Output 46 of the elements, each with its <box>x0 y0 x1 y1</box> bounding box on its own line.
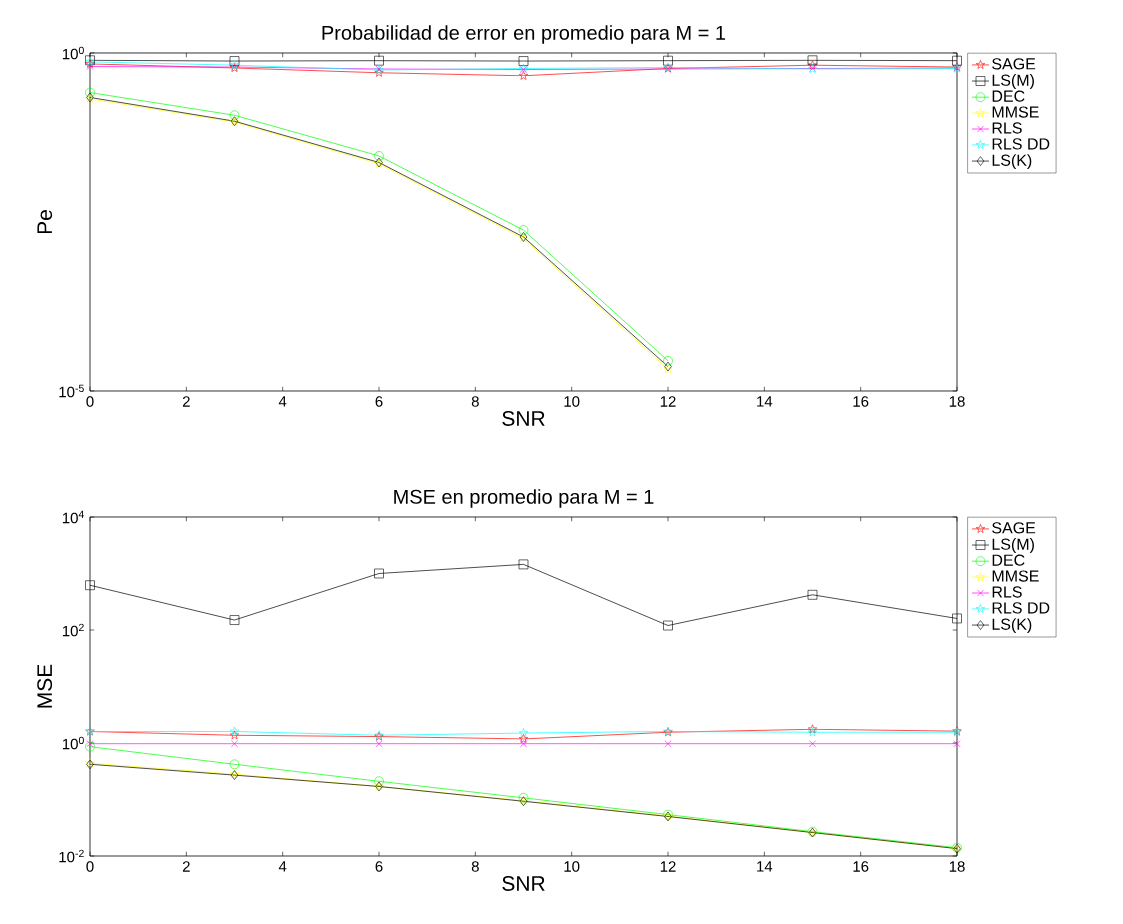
x-tick-label: 0 <box>86 861 94 872</box>
y-tick-label: 10$^{2}$ <box>62 623 84 637</box>
x-tick-label: 12 <box>660 396 676 407</box>
legend-label: SAGE <box>992 58 1036 70</box>
x-tick-label: 6 <box>375 396 383 407</box>
legend-label: RLS <box>992 122 1022 134</box>
chart-title: Probabilidad de error en promedio para M = 1 <box>322 25 726 44</box>
x-tick-label: 4 <box>278 396 287 407</box>
x-tick-label: 10 <box>564 396 580 407</box>
chart-title: MSE en promedio para M = 1 <box>394 489 654 508</box>
y-tick-label: 10$^{-5}$ <box>59 384 84 398</box>
x-tick-label: 4 <box>278 861 287 872</box>
legend-label: RLS DD <box>992 138 1050 150</box>
y-axis-title: Pe <box>37 210 53 234</box>
legend-label: DEC <box>992 90 1025 102</box>
x-tick-label: 14 <box>757 861 773 872</box>
legend-label: RLS DD <box>992 602 1050 614</box>
y-axis-title: MSE <box>37 664 53 708</box>
x-tick-label: 18 <box>949 861 965 872</box>
x-axis-title: SNR <box>502 876 545 891</box>
legend-label: LS(K) <box>992 154 1032 170</box>
x-tick-label: 18 <box>949 396 965 407</box>
x-tick-label: 2 <box>182 861 190 872</box>
y-tick-label: 10$^{0}$ <box>62 736 84 750</box>
x-tick-label: 14 <box>757 396 773 407</box>
legend-label: LS(M) <box>992 74 1034 90</box>
x-tick-label: 8 <box>471 396 479 407</box>
legend-label: LS(K) <box>992 618 1032 634</box>
legend-label: RLS <box>992 586 1022 598</box>
x-tick-label: 6 <box>375 861 383 872</box>
x-tick-label: 10 <box>564 861 580 872</box>
legend-label: LS(M) <box>992 538 1034 554</box>
x-tick-label: 16 <box>853 861 869 872</box>
legend-label: SAGE <box>992 522 1036 534</box>
legend-label: DEC <box>992 554 1025 566</box>
x-tick-label: 16 <box>853 396 869 407</box>
x-tick-label: 8 <box>471 861 479 872</box>
legend-label: MMSE <box>992 106 1039 118</box>
x-axis-title: SNR <box>502 411 545 426</box>
x-tick-label: 12 <box>660 861 676 872</box>
x-tick-label: 2 <box>182 396 190 407</box>
y-tick-label: 10$^{-2}$ <box>59 849 84 863</box>
legend-label: MMSE <box>992 570 1039 582</box>
y-tick-label: 10$^{0}$ <box>62 46 84 60</box>
x-tick-label: 0 <box>86 396 94 407</box>
y-tick-label: 10$^{4}$ <box>62 510 84 524</box>
